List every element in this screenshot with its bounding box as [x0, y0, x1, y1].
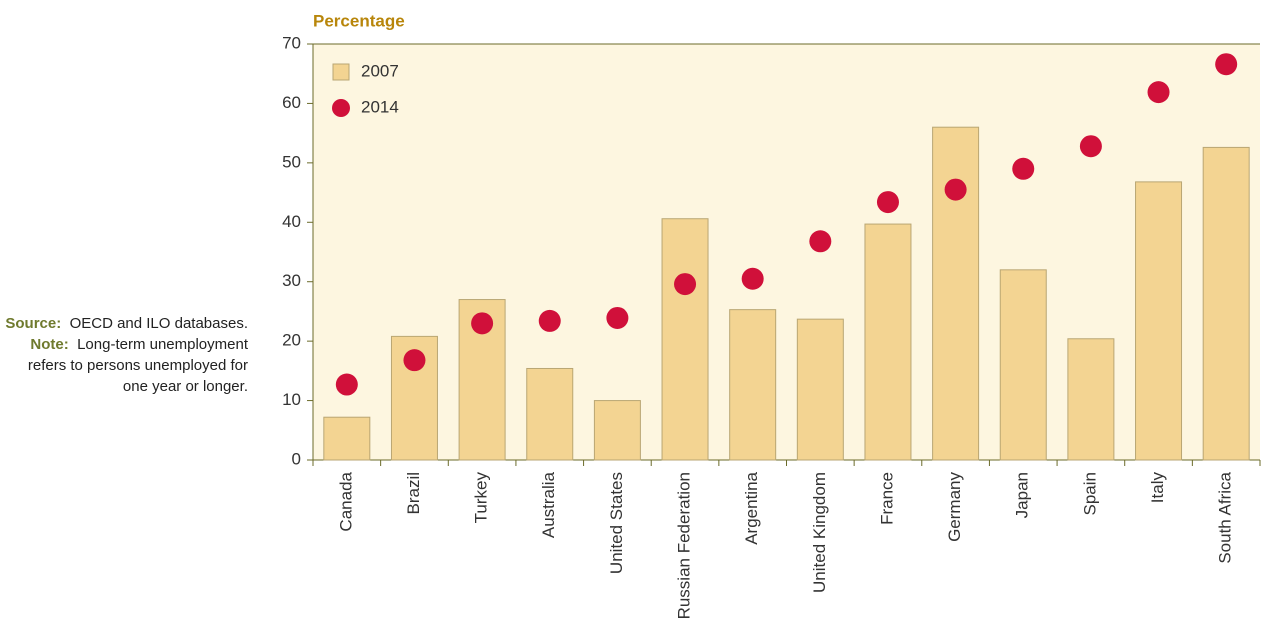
dot [1012, 157, 1035, 180]
note-text: Long-term unemployment refers to persons… [27, 336, 248, 395]
x-tick-label: Canada [336, 471, 355, 531]
y-tick-label: 10 [282, 390, 301, 409]
x-tick-label: France [877, 472, 896, 525]
y-tick-label: 60 [282, 93, 301, 112]
x-tick-label: United States [607, 472, 626, 574]
dot [606, 306, 629, 329]
dot [538, 309, 561, 332]
dot [1079, 135, 1102, 158]
x-tick-label: Brazil [404, 472, 423, 515]
bar [1067, 338, 1115, 461]
x-tick-label: Germany [945, 472, 964, 542]
dot [741, 267, 764, 290]
bar [661, 218, 709, 461]
x-tick-label: Japan [1013, 472, 1032, 518]
x-tick-label: Spain [1080, 472, 1099, 515]
source-label: Source: [5, 315, 62, 332]
dot [471, 312, 494, 335]
y-tick-label: 20 [282, 331, 301, 350]
y-tick-label: 30 [282, 271, 301, 290]
bar [796, 318, 844, 461]
bar [1202, 146, 1250, 461]
dot [1215, 53, 1238, 76]
dot [403, 349, 426, 372]
bar [864, 223, 912, 461]
y-tick-label: 70 [282, 33, 301, 52]
source-text: OECD and ILO databases. [69, 315, 248, 332]
bar [999, 269, 1047, 461]
dot [674, 273, 697, 296]
plot-area [313, 44, 1260, 460]
bar [1135, 181, 1183, 461]
legend-label: 2007 [361, 61, 399, 80]
legend-label: 2014 [361, 97, 399, 116]
x-tick-label: Argentina [742, 471, 761, 544]
note-label: Note: [30, 336, 69, 353]
y-tick-label: 40 [282, 212, 301, 231]
y-tick-label: 50 [282, 152, 301, 171]
dot [876, 191, 899, 214]
dot [809, 230, 832, 253]
legend-swatch [332, 99, 350, 117]
legend-swatch [332, 63, 350, 81]
dot [1147, 81, 1170, 104]
bar [932, 126, 980, 461]
x-tick-label: United Kingdom [810, 472, 829, 593]
x-tick-label: Italy [1148, 472, 1167, 504]
y-axis-label: Percentage [313, 11, 405, 30]
x-tick-label: Turkey [472, 472, 491, 524]
dot [335, 373, 358, 396]
bar [593, 400, 641, 461]
notes: Source: OECD and ILO databases. Note: Lo… [0, 313, 248, 397]
x-tick-label: Australia [539, 471, 558, 538]
bar [526, 367, 574, 461]
bar [729, 309, 777, 461]
dot [944, 178, 967, 201]
bar [323, 416, 371, 461]
y-tick-label: 0 [292, 449, 301, 468]
x-tick-label: Russian Federation [675, 472, 694, 619]
x-tick-label: South Africa [1216, 471, 1235, 563]
